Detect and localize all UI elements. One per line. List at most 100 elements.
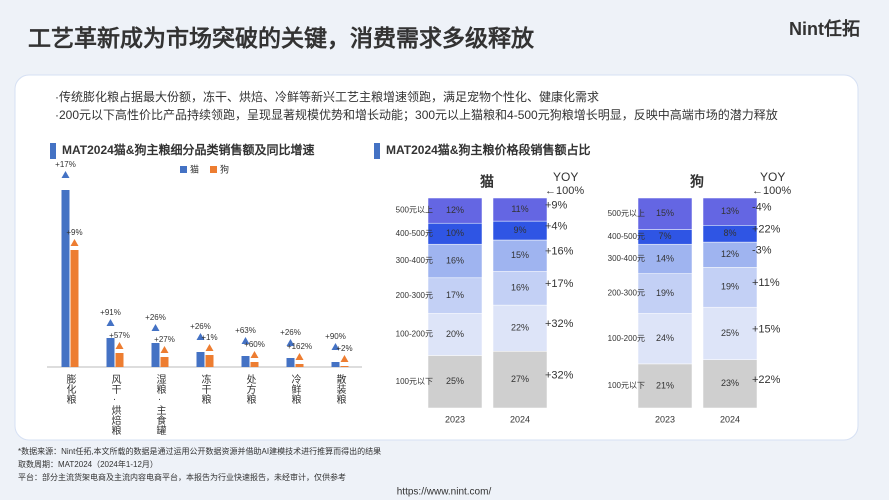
segment-label: 300-400元 bbox=[608, 254, 645, 263]
bar-segment bbox=[427, 197, 483, 224]
bar-segment bbox=[492, 271, 548, 306]
legend-swatch bbox=[210, 166, 217, 173]
value-label: 12% bbox=[446, 205, 464, 215]
growth-label: +17% bbox=[55, 160, 76, 169]
growth-label: +57% bbox=[109, 331, 130, 340]
value-label: 8% bbox=[723, 228, 736, 238]
x-tick-label: 风干·烘焙粮 bbox=[109, 374, 121, 436]
bar bbox=[286, 358, 295, 367]
panel-title: 狗 bbox=[690, 174, 704, 190]
value-label: 17% bbox=[446, 290, 464, 300]
growth-arrow bbox=[106, 319, 115, 326]
yoy-label: -3% bbox=[752, 245, 772, 257]
bar bbox=[196, 352, 205, 367]
value-label: 23% bbox=[721, 378, 739, 388]
yoy-total: ←100% bbox=[752, 185, 791, 197]
bar bbox=[340, 366, 349, 367]
segment-label: 200-300元 bbox=[396, 291, 433, 300]
bar-segment bbox=[702, 306, 758, 360]
bar-segment bbox=[637, 197, 693, 230]
footnote: 平台：部分主流货架电商及主流内容电商平台，本报告为行业快速报告，未经审计，仅供参… bbox=[18, 472, 346, 482]
growth-arrow bbox=[340, 355, 349, 362]
growth-arrow bbox=[160, 346, 169, 353]
segment-label: 100-200元 bbox=[608, 334, 645, 343]
x-tick-label: 2024 bbox=[510, 414, 530, 424]
growth-arrow bbox=[196, 333, 205, 340]
growth-label: +63% bbox=[235, 326, 256, 335]
value-label: 7% bbox=[658, 231, 671, 241]
x-tick-label: 2024 bbox=[720, 414, 740, 424]
growth-label: +26% bbox=[190, 322, 211, 331]
yoy-label: +17% bbox=[545, 278, 574, 290]
yoy-total: ←100% bbox=[545, 185, 584, 197]
url: https://www.nint.com/ bbox=[397, 487, 492, 498]
legend-label: 狗 bbox=[220, 163, 229, 174]
segment-label: 100元以下 bbox=[608, 381, 645, 390]
segment-label: 400-500元 bbox=[608, 232, 645, 241]
bar-segment bbox=[427, 313, 483, 356]
growth-arrow bbox=[151, 324, 160, 331]
yoy-label: +11% bbox=[752, 277, 780, 289]
title-marker bbox=[50, 143, 56, 159]
x-tick-label: 湿粮·主食罐 bbox=[154, 374, 166, 436]
footnote: 取数周期：MAT2024（2024年1-12月） bbox=[18, 459, 158, 469]
growth-label: +9% bbox=[66, 228, 82, 237]
growth-arrow bbox=[250, 351, 259, 358]
x-tick-label: 冷鲜粮 bbox=[289, 373, 301, 405]
value-label: 15% bbox=[511, 250, 529, 260]
value-label: 9% bbox=[513, 225, 526, 235]
growth-arrow bbox=[331, 343, 340, 350]
value-label: 19% bbox=[721, 282, 739, 292]
chart-title: MAT2024猫&狗主粮价格段销售额占比 bbox=[386, 142, 590, 157]
bullet: ·传统膨化粮占据最大份额，冻干、烘焙、冷鲜等新兴工艺主粮增速领跑，满足宠物个性化… bbox=[55, 89, 599, 104]
value-label: 16% bbox=[511, 283, 529, 293]
value-label: 10% bbox=[446, 228, 464, 238]
segment-label: 300-400元 bbox=[396, 256, 433, 265]
yoy-label: +9% bbox=[545, 199, 568, 211]
growth-label: +2% bbox=[336, 344, 352, 353]
value-label: 25% bbox=[721, 328, 739, 338]
bar-segment bbox=[702, 267, 758, 308]
value-label: 15% bbox=[656, 208, 674, 218]
bullet: ·200元以下高性价比产品持续领跑，呈现显著规模优势和增长动能；300元以上猫粮… bbox=[55, 107, 778, 122]
bar-segment bbox=[702, 241, 758, 268]
bar-segment bbox=[427, 355, 483, 409]
value-label: 20% bbox=[446, 329, 464, 339]
bar bbox=[295, 364, 304, 367]
bar-segment bbox=[492, 304, 548, 352]
value-label: 11% bbox=[511, 204, 528, 214]
page-title: 工艺革新成为市场突破的关键，消费需求多级释放 bbox=[28, 25, 535, 51]
bar bbox=[250, 362, 259, 367]
yoy-label: +4% bbox=[545, 220, 568, 232]
growth-label: +162% bbox=[287, 342, 312, 351]
growth-arrow bbox=[61, 171, 70, 178]
x-tick-label: 2023 bbox=[655, 414, 675, 424]
x-tick-label: 散装粮 bbox=[334, 373, 346, 405]
bar-segment bbox=[492, 351, 548, 409]
title-marker bbox=[374, 143, 380, 159]
yoy-label: +15% bbox=[752, 323, 781, 335]
segment-label: 100-200元 bbox=[396, 330, 433, 339]
growth-label: +60% bbox=[244, 340, 265, 349]
growth-label: +26% bbox=[280, 328, 301, 337]
bar-segment bbox=[637, 363, 693, 409]
growth-label: +1% bbox=[201, 333, 217, 342]
yoy-title: YOY bbox=[760, 170, 785, 184]
growth-arrow bbox=[286, 339, 295, 346]
legend-swatch bbox=[180, 166, 187, 173]
yoy-label: +22% bbox=[752, 224, 781, 236]
segment-label: 100元以下 bbox=[396, 377, 433, 386]
bar bbox=[205, 355, 214, 367]
value-label: 16% bbox=[446, 255, 464, 265]
bar-segment bbox=[637, 313, 693, 365]
chart-title: MAT2024猫&狗主粮细分品类销售额及同比增速 bbox=[62, 142, 314, 157]
logo: Nint任拓 bbox=[789, 18, 860, 39]
growth-label: +91% bbox=[100, 308, 121, 317]
segment-label: 200-300元 bbox=[608, 289, 645, 298]
x-tick-label: 处方粮 bbox=[244, 374, 256, 405]
x-tick-label: 冻干粮 bbox=[199, 373, 211, 405]
bar bbox=[106, 338, 115, 367]
x-tick-label: 2023 bbox=[445, 414, 465, 424]
value-label: 13% bbox=[721, 206, 739, 216]
